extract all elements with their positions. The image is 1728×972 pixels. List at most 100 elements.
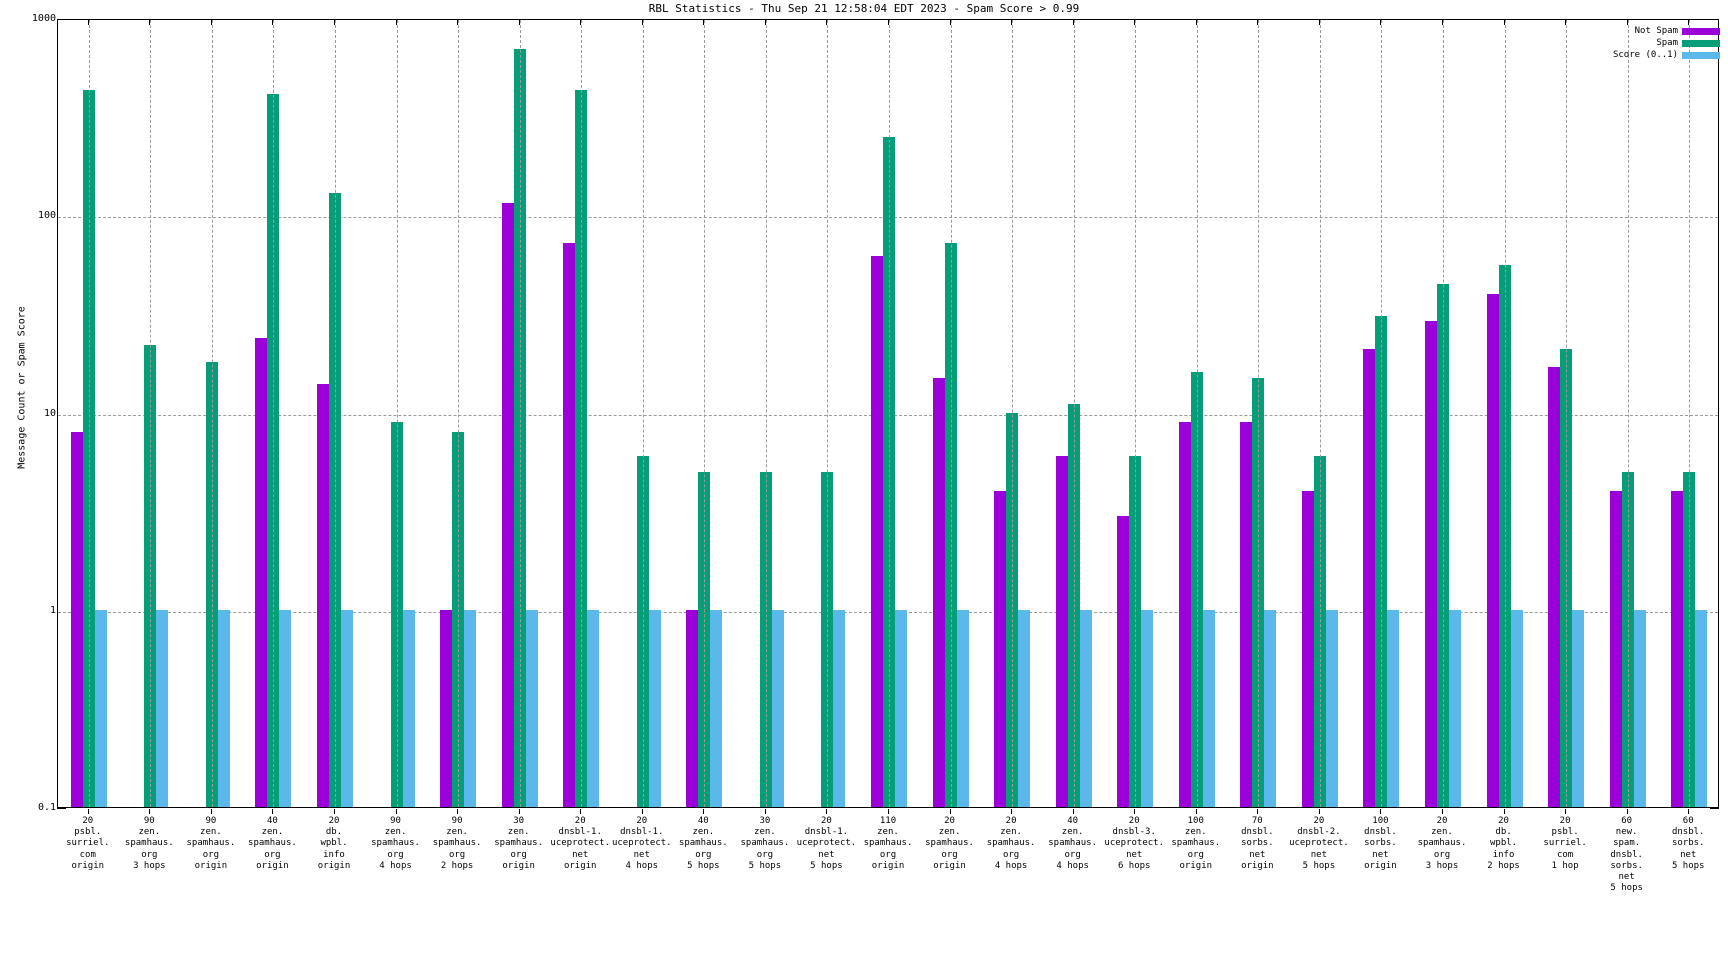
gridline-vertical (1135, 20, 1137, 807)
x-tick-top (949, 20, 951, 25)
x-tick-top (87, 20, 89, 25)
x-tick (703, 809, 705, 814)
x-tick-top (1442, 20, 1443, 25)
gridline-vertical (950, 20, 952, 807)
x-tick (641, 809, 643, 814)
gridline-vertical (458, 20, 460, 807)
x-tick (210, 809, 212, 814)
bar-score (156, 609, 169, 807)
gridline-vertical (273, 20, 275, 807)
bar-not-spam (871, 256, 883, 807)
bar-score (279, 609, 292, 807)
x-tick-label: 40 zen. spamhaus. org 4 hops (1048, 816, 1098, 871)
bar-not-spam (255, 337, 268, 807)
x-tick-label: 20 dnsbl-2. uceprotect. net 5 hops (1289, 816, 1349, 871)
x-tick-label: 20 psbl. surriel. com 1 hop (1543, 816, 1587, 871)
gridline-vertical (1689, 20, 1691, 807)
gridline-vertical (1319, 20, 1321, 807)
gridline-vertical (1012, 20, 1014, 807)
x-tick-label: 20 psbl. surriel. com origin (66, 816, 110, 871)
gridline-vertical (1258, 20, 1260, 807)
x-tick (272, 809, 274, 814)
bar-score (1387, 609, 1400, 807)
y-tick-major (57, 808, 66, 809)
gridline-vertical (1504, 20, 1506, 807)
bar-score (710, 609, 723, 807)
gridline-vertical (1627, 20, 1629, 807)
y-tick-label: 1000 (31, 13, 56, 24)
bar-score (1572, 609, 1585, 807)
x-tick-label: 40 zen. spamhaus. org 5 hops (678, 816, 728, 871)
x-tick (1011, 809, 1013, 814)
bar-score (217, 609, 230, 807)
bar-score (587, 609, 600, 807)
bar-not-spam (932, 377, 945, 807)
legend-label: Spam (1656, 38, 1678, 48)
x-tick-top (641, 20, 643, 25)
y-tick-major-right (1710, 808, 1719, 809)
x-tick-label: 30 zen. spamhaus. org 5 hops (740, 816, 790, 871)
x-tick-top (888, 20, 889, 25)
plot-area (57, 19, 1719, 808)
bar-not-spam (686, 609, 699, 807)
bar-score (94, 609, 107, 807)
gridline-vertical (519, 20, 521, 807)
bar-not-spam (440, 609, 453, 807)
x-tick (1688, 809, 1690, 814)
bar-not-spam (1117, 515, 1130, 807)
x-tick-label: 40 zen. spamhaus. org origin (248, 816, 297, 871)
x-tick-top (1257, 20, 1259, 25)
x-tick-top (395, 20, 397, 25)
x-tick-top (272, 20, 274, 25)
x-tick-label: 20 dnsbl-1. uceprotect. net 4 hops (611, 816, 672, 871)
x-tick-label: 90 zen. spamhaus. org 3 hops (124, 816, 174, 871)
x-tick (1442, 809, 1443, 814)
x-tick (518, 809, 520, 814)
x-tick-label: 100 dnsbl. sorbs. net origin (1364, 816, 1397, 871)
bar-score (1018, 609, 1031, 807)
gridline-vertical (1443, 20, 1444, 807)
x-tick-top (1688, 20, 1690, 25)
x-tick-top (518, 20, 520, 25)
x-tick (1134, 809, 1136, 814)
bar-score (895, 609, 907, 807)
x-tick (1380, 809, 1382, 814)
x-tick-label: 20 dnsbl-1. uceprotect. net origin (550, 816, 611, 871)
bar-score (956, 609, 969, 807)
y-tick-label: 0.1 (37, 802, 56, 813)
gridline-vertical (765, 20, 767, 807)
bar-not-spam (1548, 367, 1561, 807)
bar-score (1079, 609, 1092, 807)
x-tick (395, 809, 397, 814)
x-tick-top (764, 20, 766, 25)
bar-score (1510, 609, 1523, 807)
gridline-vertical (396, 20, 398, 807)
bar-not-spam (1363, 348, 1376, 807)
bar-not-spam (70, 431, 83, 807)
bar-not-spam (563, 243, 576, 807)
bar-not-spam (994, 491, 1007, 807)
x-tick-top (1072, 20, 1074, 25)
bar-not-spam (1055, 456, 1068, 807)
y-axis-label: Message Count or Spam Score (16, 306, 28, 469)
bar-score (402, 609, 415, 807)
x-tick-top (1565, 20, 1567, 25)
gridline-vertical (581, 20, 583, 807)
x-tick (334, 809, 335, 814)
x-tick-label: 20 zen. spamhaus. org 4 hops (986, 816, 1036, 871)
x-tick-label: 90 zen. spamhaus. org 2 hops (432, 816, 482, 871)
x-tick-label: 90 zen. spamhaus. org origin (186, 816, 236, 871)
x-tick (826, 809, 828, 814)
x-tick-top (149, 20, 151, 25)
legend-item: Score (0..1) (1613, 50, 1720, 61)
x-tick-top (210, 20, 212, 25)
x-tick-label: 20 db. wpbl. info origin (317, 816, 351, 871)
bar-not-spam (317, 383, 329, 807)
x-tick-label: 90 zen. spamhaus. org 4 hops (371, 816, 420, 871)
x-tick-label: 100 zen. spamhaus. org origin (1171, 816, 1221, 871)
chart-legend: Not Spam Spam Score (0..1) (1613, 26, 1720, 61)
bar-score (1449, 609, 1461, 807)
x-tick (1565, 809, 1567, 814)
gridline-vertical (642, 20, 644, 807)
